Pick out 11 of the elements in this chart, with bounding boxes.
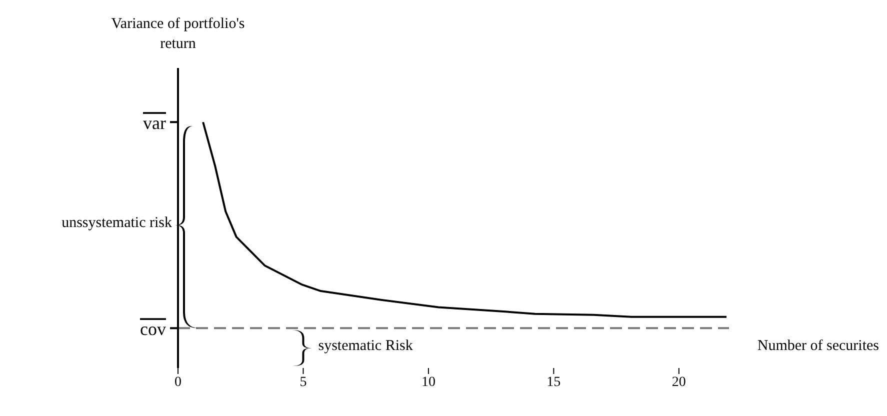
y-axis-title: Variance of portfolio's return [110, 15, 246, 54]
x-axis-title: Number of securites [757, 338, 879, 355]
x-tick-label: 5 [300, 374, 307, 390]
x-tick-label: 20 [672, 374, 686, 390]
x-tick-label: 0 [174, 374, 182, 390]
ref-line-label: cov [140, 319, 166, 340]
ref-line-label: var [143, 113, 166, 134]
x-tick-label: 15 [546, 374, 561, 390]
x-tick-label: 10 [421, 374, 436, 390]
annotation: systematic Risk [318, 338, 413, 356]
text: unssystematic risk [62, 215, 172, 232]
